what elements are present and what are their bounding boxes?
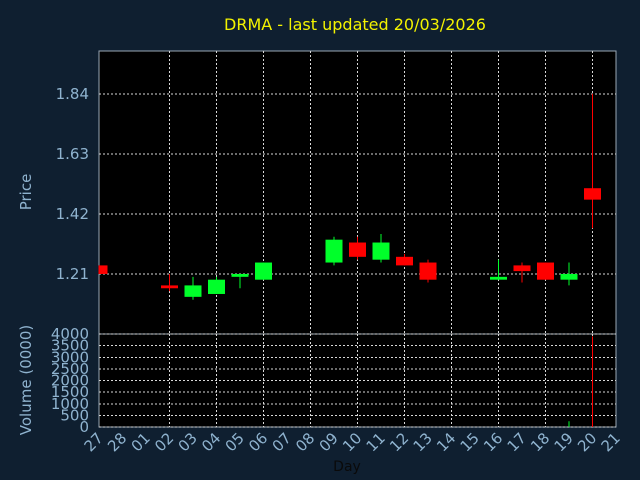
x-tick-label: 06 <box>245 429 271 455</box>
x-tick-label: 03 <box>175 429 201 455</box>
candle-body <box>513 265 531 272</box>
candle <box>537 262 554 280</box>
candle <box>584 93 601 229</box>
volume-bars <box>568 336 593 427</box>
candle-body <box>208 279 225 294</box>
candle <box>208 276 225 294</box>
volume-y-tick-label: 2000 <box>51 372 89 390</box>
x-tick-label: 28 <box>104 429 130 455</box>
volume-y-tick-label: 1000 <box>51 395 89 413</box>
candle <box>372 233 390 263</box>
x-tick-label: 14 <box>433 429 459 455</box>
price-panel <box>98 50 617 335</box>
candle-body <box>99 265 108 274</box>
price-y-tick-label: 1.84 <box>56 85 89 103</box>
x-tick-label: 15 <box>457 429 483 455</box>
x-tick-label: 10 <box>339 429 365 455</box>
candle <box>231 273 249 289</box>
candle-body <box>372 242 390 260</box>
candle-body <box>184 285 202 297</box>
candle <box>513 262 531 283</box>
x-tick-label: 18 <box>527 429 553 455</box>
volume-y-tick-label: 0 <box>79 418 89 436</box>
volume-y-tick-label: 4000 <box>51 325 89 343</box>
x-axis-label: Day <box>333 459 361 475</box>
x-tick-label: 20 <box>574 429 600 455</box>
candle <box>560 262 578 286</box>
candle-body <box>231 273 249 277</box>
candle-body <box>419 262 437 280</box>
x-tick-label: 01 <box>128 429 154 455</box>
candle-body <box>490 276 507 280</box>
price-axis-label: Price <box>17 174 35 211</box>
candle-body <box>325 239 343 263</box>
candle-body <box>396 256 413 266</box>
price-y-ticks: 1.21 1.42 1.63 1.84 <box>56 85 89 283</box>
candle-body <box>560 273 578 280</box>
x-tick-label: 17 <box>504 429 530 455</box>
candle <box>396 253 413 266</box>
x-tick-label: 09 <box>316 429 342 455</box>
candle <box>184 276 202 300</box>
candle-body <box>584 188 601 200</box>
x-tick-label: 05 <box>222 429 248 455</box>
x-tick-label: 12 <box>386 429 412 455</box>
price-y-tick-label: 1.63 <box>56 145 89 163</box>
volume-y-tick-label: 3500 <box>51 337 89 355</box>
x-tick-label: 19 <box>551 429 577 455</box>
volume-y-tick-label: 1500 <box>51 383 89 401</box>
candle-body <box>161 285 178 289</box>
candle <box>98 265 108 274</box>
volume-y-tick-label: 3000 <box>51 348 89 366</box>
chart-title: DRMA - last updated 20/03/2026 <box>224 15 486 34</box>
price-y-tick-label: 1.42 <box>56 205 89 223</box>
volume-axis-label: Volume (0000) <box>17 325 35 435</box>
x-tick-label: 07 <box>269 429 295 455</box>
candle <box>161 273 178 292</box>
candle <box>255 262 272 280</box>
candle <box>419 259 437 283</box>
x-tick-label: 16 <box>480 429 506 455</box>
candle <box>490 259 507 280</box>
x-ticks: 2728010203040506070809101112131415161718… <box>81 429 624 455</box>
candles <box>98 93 601 300</box>
candle <box>325 236 343 266</box>
candle-body <box>255 262 272 280</box>
x-tick-label: 13 <box>410 429 436 455</box>
x-tick-label: 04 <box>198 429 224 455</box>
x-tick-label: 02 <box>151 429 177 455</box>
candle <box>349 236 366 260</box>
volume-panel <box>98 333 617 428</box>
volume-y-tick-label: 500 <box>60 406 89 424</box>
candle-body <box>349 242 366 257</box>
volume-y-tick-label: 2500 <box>51 360 89 378</box>
price-y-tick-label: 1.21 <box>56 265 89 283</box>
x-tick-label: 21 <box>598 429 624 455</box>
candle-body <box>537 262 554 280</box>
x-tick-label: 11 <box>363 429 389 455</box>
x-tick-label: 08 <box>292 429 318 455</box>
